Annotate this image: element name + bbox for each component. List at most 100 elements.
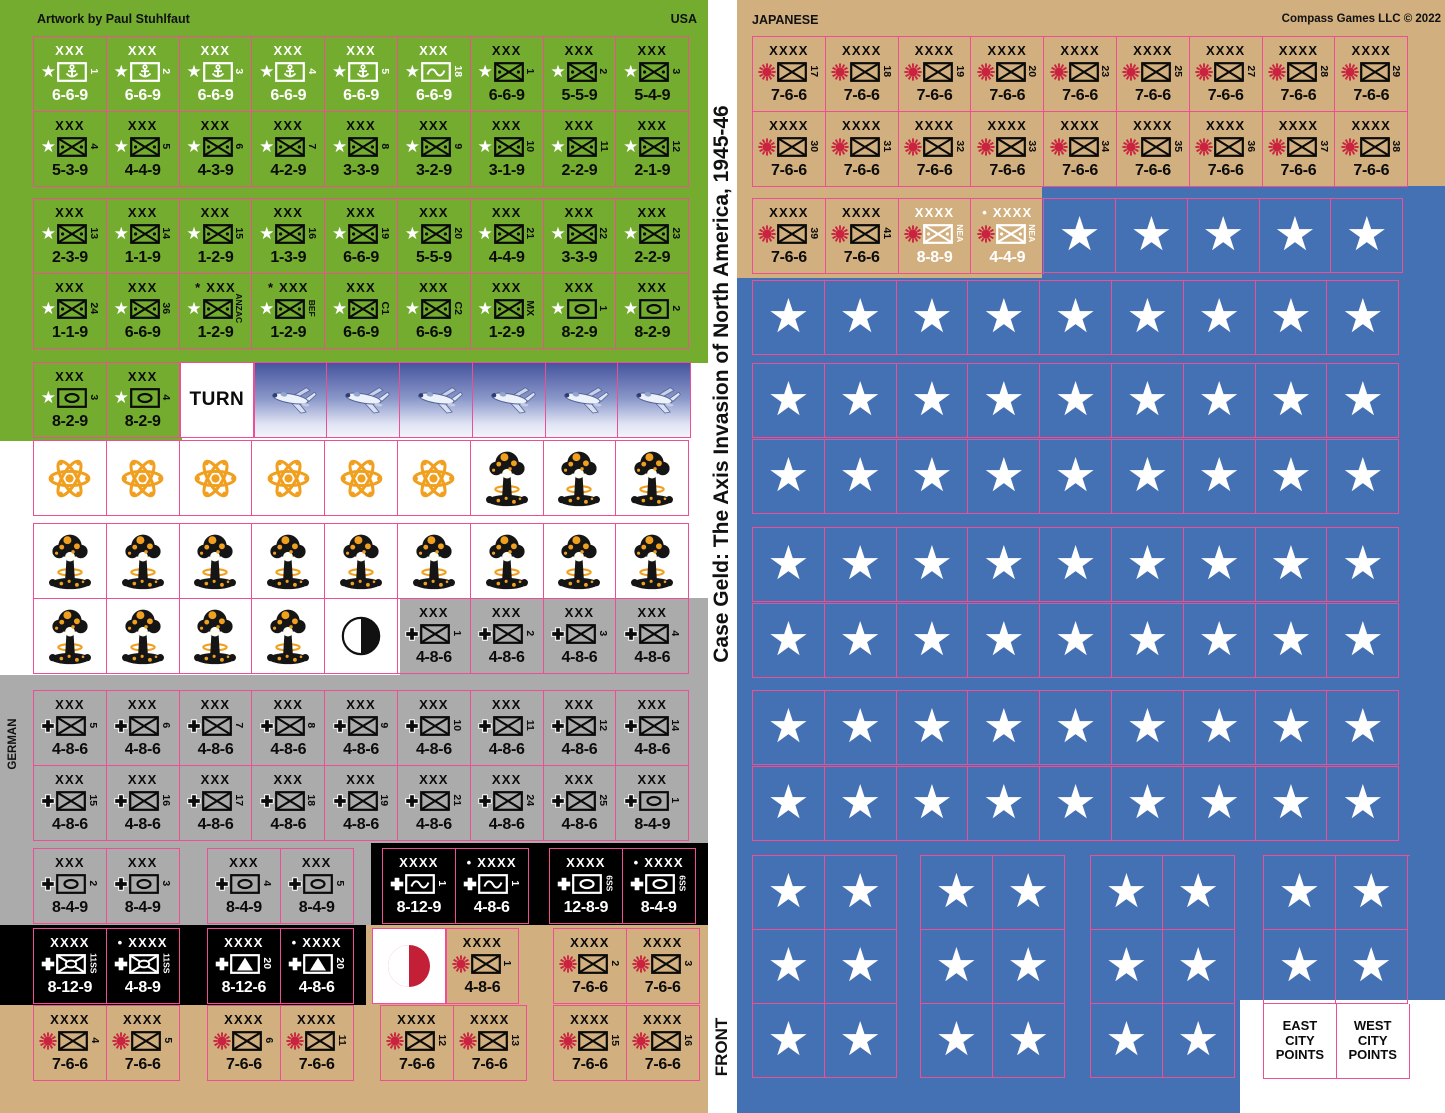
counter-japanese-3[interactable]: XXXX 3 7-6-6 bbox=[626, 929, 700, 1004]
star-token[interactable]: ★ bbox=[896, 766, 969, 841]
mushroom-cloud-marker[interactable] bbox=[325, 524, 398, 599]
star-token[interactable]: ★ bbox=[1255, 766, 1328, 841]
star-token[interactable]: ★ bbox=[968, 281, 1041, 355]
star-token[interactable]: ★ bbox=[1111, 281, 1184, 355]
mushroom-cloud-marker[interactable] bbox=[543, 524, 617, 599]
star-token[interactable]: ★ bbox=[1255, 364, 1328, 438]
star-token[interactable]: ★ bbox=[824, 439, 897, 514]
aircraft-marker[interactable] bbox=[327, 363, 401, 438]
star-token[interactable]: ★ bbox=[1183, 603, 1256, 678]
star-token[interactable]: ★ bbox=[1335, 856, 1408, 930]
counter-usa-1[interactable]: XXX ★ 1 8-2-9 bbox=[543, 274, 617, 349]
counter-german-2[interactable]: XXX 2 8-4-9 bbox=[34, 849, 107, 924]
counter-usa-19[interactable]: XXX ★ 19 6-6-9 bbox=[325, 199, 398, 274]
star-token[interactable]: ★ bbox=[1040, 603, 1112, 678]
counter-japanese-28[interactable]: XXXX 28 7-6-6 bbox=[1262, 37, 1336, 112]
counter-japanese-35[interactable]: XXXX 35 7-6-6 bbox=[1116, 112, 1190, 187]
mushroom-cloud-marker[interactable] bbox=[397, 524, 471, 599]
star-token[interactable]: ★ bbox=[968, 766, 1041, 841]
counter-usa-7[interactable]: XXX ★ 7 4-2-9 bbox=[252, 112, 326, 187]
counter-japanese-27[interactable]: XXXX 27 7-6-6 bbox=[1189, 37, 1263, 112]
star-token[interactable]: ★ bbox=[824, 528, 897, 602]
east-city-points-marker[interactable]: EAST CITY POINTS bbox=[1264, 1004, 1337, 1079]
counter-usa-4[interactable]: XXX ★ 4 8-2-9 bbox=[106, 363, 180, 438]
aircraft-marker[interactable] bbox=[254, 363, 328, 438]
star-token[interactable]: ★ bbox=[1162, 930, 1235, 1004]
star-token[interactable]: ★ bbox=[896, 281, 969, 355]
counter-german-9[interactable]: XXX 9 4-8-6 bbox=[325, 691, 398, 766]
counter-japanese-29[interactable]: XXXX 29 7-6-6 bbox=[1335, 37, 1409, 112]
star-token[interactable]: ★ bbox=[968, 691, 1041, 765]
counter-usa-5[interactable]: XXX ★ 5 6-6-9 bbox=[325, 37, 398, 112]
star-token[interactable]: ★ bbox=[1327, 439, 1400, 514]
counter-japanese-13[interactable]: XXXX 13 7-6-6 bbox=[453, 1006, 527, 1081]
counter-japanese-17[interactable]: XXXX 17 7-6-6 bbox=[753, 37, 826, 112]
counter-usa-13[interactable]: XXX ★ 13 2-3-9 bbox=[34, 199, 107, 274]
atom-bomb-marker[interactable] bbox=[106, 441, 180, 516]
counter-german-1[interactable]: • XXXX 1 4-8-6 bbox=[455, 849, 529, 924]
counter-japanese-38[interactable]: XXXX 38 7-6-6 bbox=[1335, 112, 1409, 187]
star-token[interactable]: ★ bbox=[1327, 691, 1400, 765]
counter-japanese-19[interactable]: XXXX 19 7-6-6 bbox=[898, 37, 972, 112]
counter-usa-4[interactable]: XXX ★ 4 5-3-9 bbox=[34, 112, 107, 187]
mushroom-cloud-marker[interactable] bbox=[106, 599, 180, 674]
star-token[interactable]: ★ bbox=[824, 930, 897, 1004]
counter-japanese-32[interactable]: XXXX 32 7-6-6 bbox=[898, 112, 972, 187]
star-token[interactable]: ★ bbox=[753, 1004, 825, 1078]
counter-german-6SS[interactable]: XXXX 6SS 12-8-9 bbox=[550, 849, 623, 924]
star-token[interactable]: ★ bbox=[921, 1004, 993, 1078]
counter-german-2[interactable]: XXX 2 4-8-6 bbox=[470, 599, 544, 674]
star-token[interactable]: ★ bbox=[896, 439, 969, 514]
star-token[interactable]: ★ bbox=[753, 930, 825, 1004]
star-token[interactable]: ★ bbox=[1162, 856, 1235, 930]
star-token[interactable]: ★ bbox=[1327, 603, 1400, 678]
counter-german-11[interactable]: XXX 11 4-8-6 bbox=[470, 691, 544, 766]
counter-german-4[interactable]: XXX 4 8-4-9 bbox=[208, 849, 281, 924]
star-token[interactable]: ★ bbox=[753, 281, 825, 355]
counter-german-3[interactable]: XXX 3 8-4-9 bbox=[106, 849, 180, 924]
counter-german-15[interactable]: XXX 15 4-8-6 bbox=[34, 766, 107, 841]
atom-bomb-marker[interactable] bbox=[325, 441, 398, 516]
star-token[interactable]: ★ bbox=[1183, 364, 1256, 438]
mushroom-cloud-marker[interactable] bbox=[616, 524, 690, 599]
counter-usa-ANZAC[interactable]: * XXX ★ ANZAC 1-2-9 bbox=[179, 274, 253, 349]
atom-bomb-marker[interactable] bbox=[34, 441, 107, 516]
atom-bomb-marker[interactable] bbox=[252, 441, 326, 516]
mushroom-cloud-marker[interactable] bbox=[252, 524, 326, 599]
star-token[interactable]: ★ bbox=[921, 856, 993, 930]
star-token[interactable]: ★ bbox=[896, 603, 969, 678]
counter-japanese-20[interactable]: XXXX 20 7-6-6 bbox=[971, 37, 1045, 112]
counter-german-4[interactable]: XXX 4 4-8-6 bbox=[616, 599, 690, 674]
star-token[interactable]: ★ bbox=[824, 691, 897, 765]
star-token[interactable]: ★ bbox=[1183, 691, 1256, 765]
mushroom-cloud-marker[interactable] bbox=[34, 524, 107, 599]
atom-bomb-marker[interactable] bbox=[397, 441, 471, 516]
counter-japanese-6[interactable]: XXXX 6 7-6-6 bbox=[208, 1006, 281, 1081]
star-token[interactable]: ★ bbox=[1091, 930, 1163, 1004]
star-token[interactable]: ★ bbox=[1115, 199, 1188, 273]
counter-japanese-1[interactable]: XXXX 1 4-8-6 bbox=[446, 929, 520, 1004]
counter-german-14[interactable]: XXX 14 4-8-6 bbox=[616, 691, 690, 766]
counter-japanese-39[interactable]: XXXX 39 7-6-6 bbox=[753, 199, 826, 274]
counter-usa-36[interactable]: XXX ★ 36 6-6-9 bbox=[106, 274, 180, 349]
star-token[interactable]: ★ bbox=[1091, 856, 1163, 930]
counter-german-19[interactable]: XXX 19 4-8-6 bbox=[325, 766, 398, 841]
star-token[interactable]: ★ bbox=[1111, 364, 1184, 438]
counter-usa-MX[interactable]: XXX ★ MX 1-2-9 bbox=[470, 274, 544, 349]
star-token[interactable]: ★ bbox=[1327, 528, 1400, 602]
counter-usa-2[interactable]: XXX ★ 2 8-2-9 bbox=[616, 274, 690, 349]
counter-japanese-36[interactable]: XXXX 36 7-6-6 bbox=[1189, 112, 1263, 187]
aircraft-marker[interactable] bbox=[545, 363, 619, 438]
counter-german-1[interactable]: XXXX 1 8-12-9 bbox=[383, 849, 456, 924]
counter-usa-5[interactable]: XXX ★ 5 4-4-9 bbox=[106, 112, 180, 187]
star-token[interactable]: ★ bbox=[1255, 603, 1328, 678]
star-token[interactable]: ★ bbox=[753, 856, 825, 930]
counter-usa-10[interactable]: XXX ★ 10 3-1-9 bbox=[470, 112, 544, 187]
counter-german-1[interactable]: XXX 1 4-8-6 bbox=[397, 599, 471, 674]
atom-bomb-marker[interactable] bbox=[179, 441, 253, 516]
star-token[interactable]: ★ bbox=[1327, 364, 1400, 438]
counter-german-11SS[interactable]: XXXX 11SS 8-12-9 bbox=[34, 929, 107, 1004]
counter-usa-C2[interactable]: XXX ★ C2 6-6-9 bbox=[397, 274, 471, 349]
counter-japanese-12[interactable]: XXXX 12 7-6-6 bbox=[381, 1006, 454, 1081]
aircraft-marker[interactable] bbox=[472, 363, 546, 438]
